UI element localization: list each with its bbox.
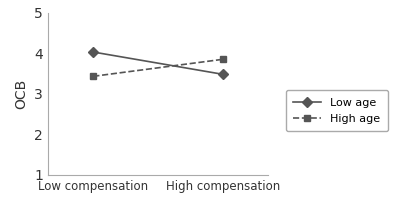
Legend: Low age, High age: Low age, High age bbox=[286, 90, 388, 131]
Line: High age: High age bbox=[90, 56, 226, 80]
Low age bbox=[91, 51, 96, 53]
High age bbox=[91, 75, 96, 78]
Y-axis label: OCB: OCB bbox=[15, 79, 29, 109]
Line: Low age: Low age bbox=[90, 49, 226, 78]
Low age bbox=[220, 73, 225, 76]
High age bbox=[220, 58, 225, 61]
